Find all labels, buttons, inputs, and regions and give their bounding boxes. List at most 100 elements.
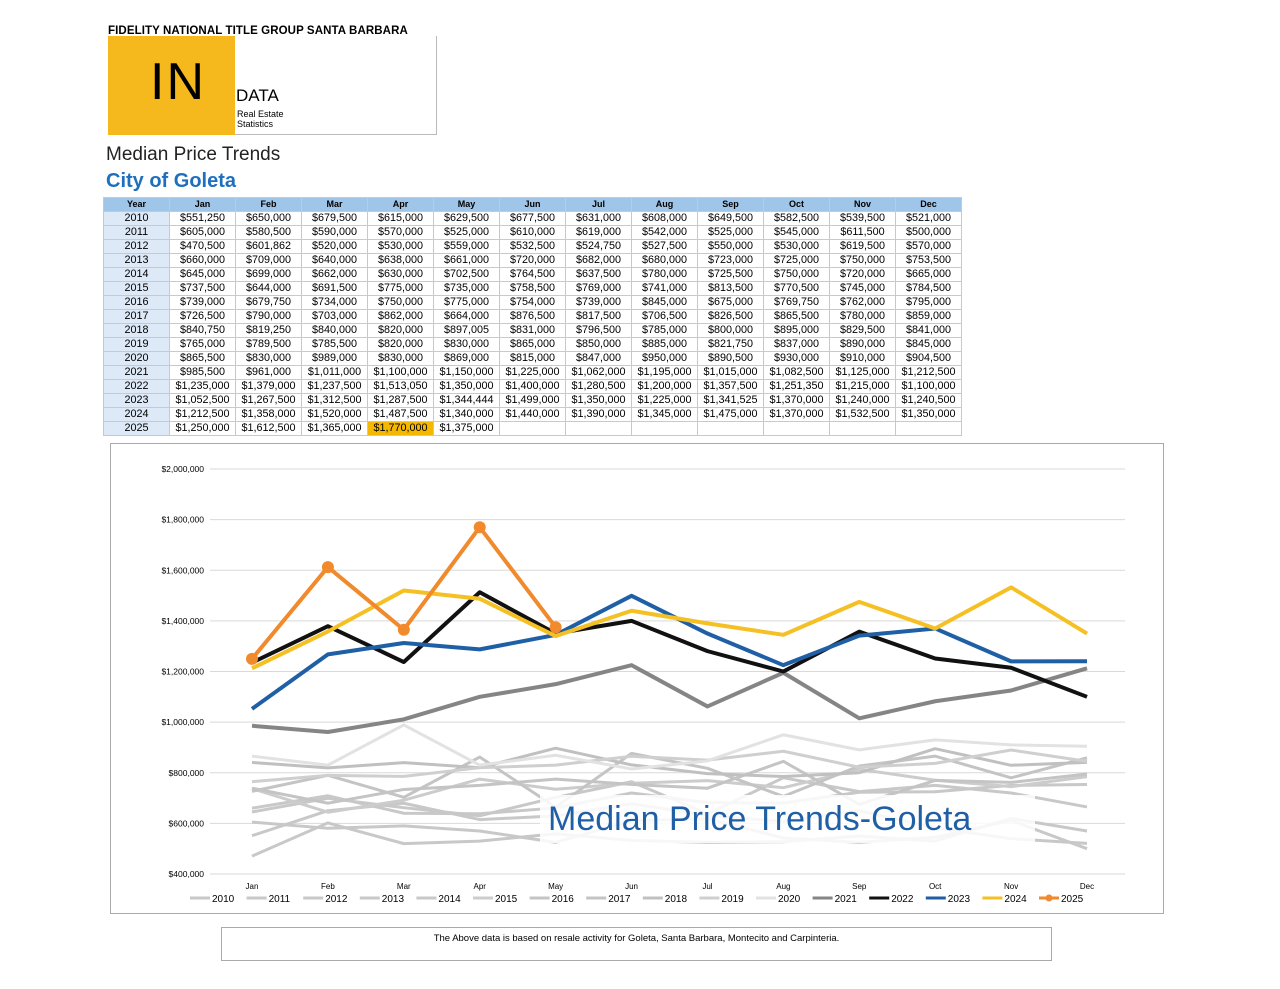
x-tick-label: Mar: [397, 882, 411, 891]
y-tick-label: $800,000: [169, 768, 205, 778]
table-cell: $1,365,000: [301, 421, 368, 436]
empty-cell: [895, 421, 962, 436]
table-cell: $837,000: [763, 337, 830, 352]
table-cell: $1,280,500: [565, 379, 632, 394]
table-cell: $615,000: [367, 211, 434, 226]
table-cell: $1,011,000: [301, 365, 368, 380]
x-tick-label: May: [548, 882, 563, 891]
table-cell: $745,000: [829, 281, 896, 296]
table-cell: $1,345,000: [631, 407, 698, 422]
table-cell: $1,212,500: [169, 407, 236, 422]
point: [321, 561, 334, 574]
y-tick-label: $1,400,000: [161, 616, 204, 626]
column-header: Jan: [169, 197, 236, 212]
legend-label: 2017: [608, 894, 631, 905]
table-cell: $699,000: [235, 267, 302, 282]
table-cell: $1,125,000: [829, 365, 896, 380]
table-cell: $830,000: [367, 351, 434, 366]
table-cell: $821,750: [697, 337, 764, 352]
table-cell: $820,000: [367, 323, 434, 338]
table-cell: $1,287,500: [367, 393, 434, 408]
table-cell: $640,000: [301, 253, 368, 268]
table-cell: $762,000: [829, 295, 896, 310]
table-row: 2016 $739,000 $679,750 $734,000 $750,000 $775…: [103, 295, 962, 310]
table-cell: $1,312,500: [301, 393, 368, 408]
table-cell: $679,750: [235, 295, 302, 310]
price-table: Year Jan Feb Mar Apr May Jun Jul Aug Sep Oct Nov Dec…: [103, 197, 962, 436]
table-cell: $1,350,000: [565, 393, 632, 408]
table-cell: $1,150,000: [433, 365, 500, 380]
y-tick-label: $1,200,000: [161, 667, 204, 677]
table-cell: $840,000: [301, 323, 368, 338]
table-cell: $950,000: [631, 351, 698, 366]
table-cell: $895,000: [763, 323, 830, 338]
table-cell: $1,390,000: [565, 407, 632, 422]
table-cell: $1,440,000: [499, 407, 566, 422]
table-cell: $542,000: [631, 225, 698, 240]
table-row: 2020 $865,500 $830,000 $989,000 $830,000 $869…: [103, 351, 962, 366]
point: [549, 621, 562, 634]
x-tick-label: Jul: [702, 882, 712, 891]
table-cell: $1,612,500: [235, 421, 302, 436]
table-cell: $1,475,000: [697, 407, 764, 422]
series-line: [251, 748, 1088, 784]
column-header: Feb: [235, 197, 302, 212]
legend-label: 2011: [269, 894, 291, 905]
column-header: May: [433, 197, 500, 212]
table-cell: $1,344,444: [433, 393, 500, 408]
table-cell: $885,000: [631, 337, 698, 352]
table-cell: $758,500: [499, 281, 566, 296]
table-cell: $1,250,000: [169, 421, 236, 436]
table-row: 2012 $470,500 $601,862 $520,000 $530,000 $559…: [103, 239, 962, 254]
table-cell: $1,251,350: [763, 379, 830, 394]
table-cell: $876,500: [499, 309, 566, 324]
legend-label: 2019: [721, 894, 744, 905]
table-cell: $1,225,000: [499, 365, 566, 380]
table-row: 2022 $1,235,000 $1,379,000 $1,237,500 $1,513…: [103, 379, 962, 394]
table-cell: $795,000: [895, 295, 962, 310]
table-cell: $775,000: [433, 295, 500, 310]
table-cell: $1,015,000: [697, 365, 764, 380]
table-cell: $1,267,500: [235, 393, 302, 408]
annotation-bg: [540, 795, 1035, 843]
table-cell: $819,250: [235, 323, 302, 338]
column-header: Jun: [499, 197, 566, 212]
table-cell: $1,195,000: [631, 365, 698, 380]
table-cell: $677,500: [499, 211, 566, 226]
legend-label: 2018: [665, 894, 688, 905]
y-tick-label: $600,000: [169, 818, 205, 828]
table-cell: $741,000: [631, 281, 698, 296]
table-cell: $784,500: [895, 281, 962, 296]
table-cell: $601,862: [235, 239, 302, 254]
legend-label: 2024: [1004, 894, 1027, 905]
table-cell: $720,000: [499, 253, 566, 268]
x-tick-label: Aug: [776, 882, 790, 891]
year-cell: 2022: [103, 379, 170, 394]
table-cell: $520,000: [301, 239, 368, 254]
table-cell: $1,100,000: [367, 365, 434, 380]
table-cell: $840,750: [169, 323, 236, 338]
table-cell: $470,500: [169, 239, 236, 254]
table-cell: $850,000: [565, 337, 632, 352]
column-header: Dec: [895, 197, 962, 212]
logo-in: IN: [150, 53, 206, 111]
table-row: 2025 $1,250,000 $1,612,500 $1,365,000 $1,770…: [103, 421, 962, 436]
series-line: [251, 585, 1089, 671]
annotation: Median Price Trends-Goleta: [548, 800, 971, 838]
table-cell: $1,379,000: [235, 379, 302, 394]
table-cell: $865,500: [763, 309, 830, 324]
table-cell: $524,750: [565, 239, 632, 254]
table-cell: $725,500: [697, 267, 764, 282]
table-cell: $525,000: [697, 225, 764, 240]
logo-data: DATA: [236, 86, 279, 105]
table-cell: $820,000: [367, 337, 434, 352]
year-cell: 2021: [103, 365, 170, 380]
table-cell: $665,000: [895, 267, 962, 282]
table-row: 2019 $765,000 $789,500 $785,500 $820,000 $830…: [103, 337, 962, 352]
table-cell: $862,000: [367, 309, 434, 324]
table-cell: $865,500: [169, 351, 236, 366]
table-cell: $753,500: [895, 253, 962, 268]
table-cell: $608,000: [631, 211, 698, 226]
table-cell: $539,500: [829, 211, 896, 226]
